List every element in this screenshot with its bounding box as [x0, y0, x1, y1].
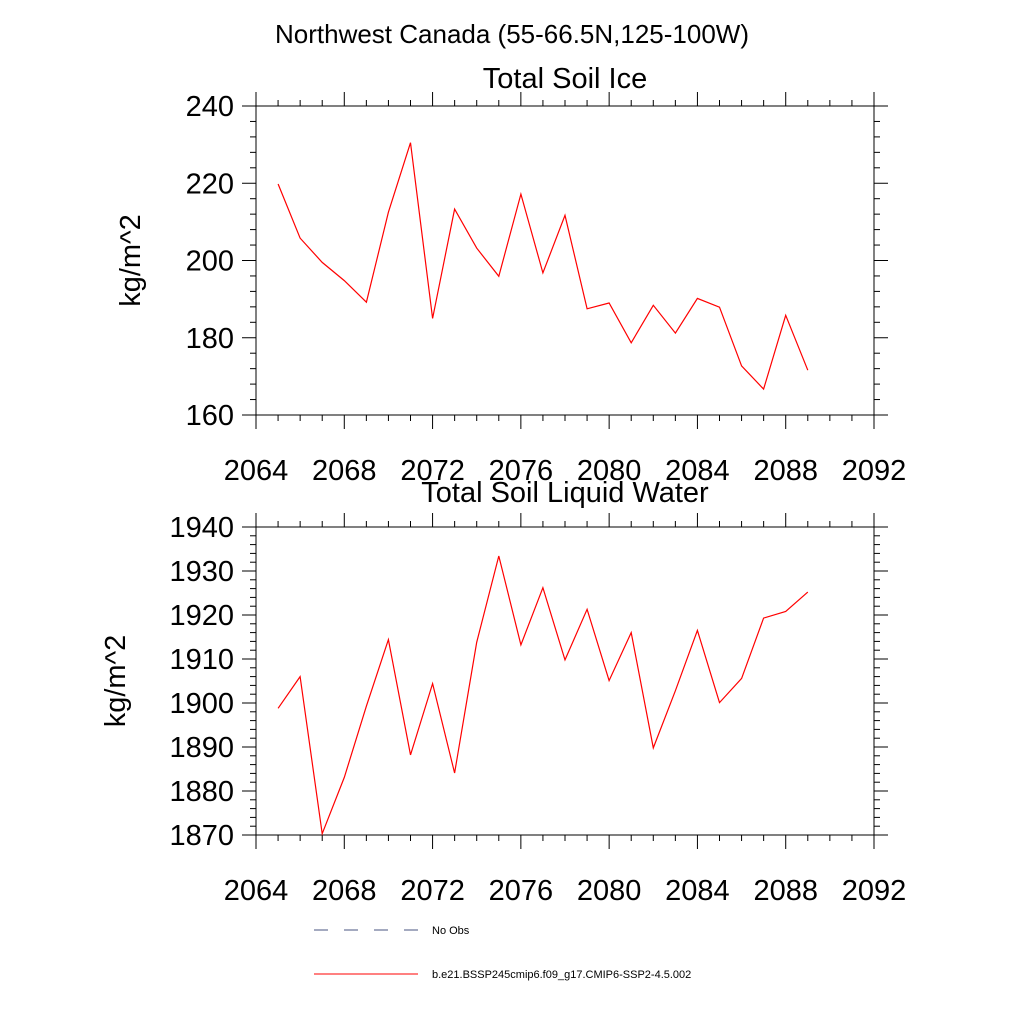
y-tick-label: 240: [186, 91, 234, 123]
series-line: [277, 555, 809, 837]
series-line: [277, 142, 809, 391]
x-tick-label: 2072: [400, 875, 465, 907]
legend: No Obs b.e21.BSSP245cmip6.f09_g17.CMIP6-…: [314, 925, 691, 981]
y-tick-label: 1910: [169, 644, 234, 676]
x-tick-label: 2072: [400, 455, 465, 487]
x-tick-label: 2084: [665, 875, 730, 907]
x-tick-label: 2084: [665, 455, 730, 487]
x-tick-label: 2080: [577, 875, 642, 907]
y-tick-label: 1940: [169, 512, 234, 544]
figure-title: Northwest Canada (55-66.5N,125-100W): [275, 19, 749, 49]
y-tick-label: 180: [186, 323, 234, 355]
y-tick-label: 1870: [169, 820, 234, 852]
legend-label-model-run: b.e21.BSSP245cmip6.f09_g17.CMIP6-SSP2-4.…: [432, 969, 691, 981]
y-tick-label: 1900: [169, 688, 234, 720]
y-tick-label: 1920: [169, 600, 234, 632]
chart-panel-1: Total Soil Ice 2064 2068 2072 2076 2080 2084 20…: [115, 63, 906, 487]
y-tick-label: 200: [186, 246, 234, 278]
plot-frame: [255, 526, 875, 836]
x-tick-label: 2068: [312, 455, 377, 487]
x-tick-label: 2076: [489, 455, 554, 487]
plot-frame: [255, 105, 875, 416]
legend-label-no-obs: No Obs: [432, 925, 470, 937]
x-tick-label: 2064: [224, 455, 289, 487]
x-tick-label: 2076: [489, 875, 554, 907]
y-tick-label: 1880: [169, 776, 234, 808]
y-axis-label: kg/m^2: [115, 214, 147, 307]
y-tick-label: 220: [186, 168, 234, 200]
x-tick-label: 2080: [577, 455, 642, 487]
panel-title: Total Soil Liquid Water: [421, 477, 709, 509]
y-tick-label: 1930: [169, 556, 234, 588]
y-axis-label: kg/m^2: [100, 635, 132, 728]
x-tick-label: 2092: [842, 875, 907, 907]
panel-title: Total Soil Ice: [483, 63, 647, 95]
x-tick-label: 2068: [312, 875, 377, 907]
y-tick-label: 160: [186, 400, 234, 432]
x-tick-label: 2092: [842, 455, 907, 487]
x-tick-label: 2088: [753, 875, 818, 907]
chart-panel-2: Total Soil Liquid Water 2064 2068 2072 2076 2…: [100, 477, 906, 907]
y-tick-label: 1890: [169, 732, 234, 764]
x-tick-label: 2088: [753, 455, 818, 487]
x-tick-label: 2064: [224, 875, 289, 907]
